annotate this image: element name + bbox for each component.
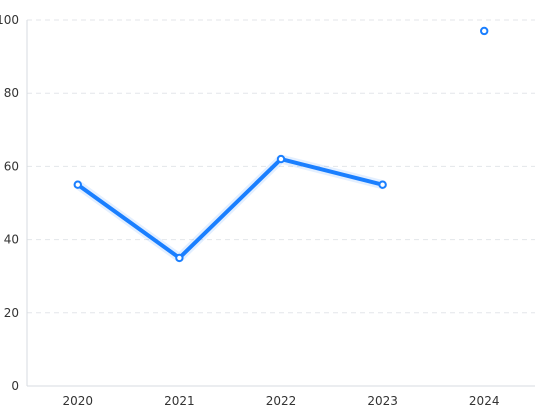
x-axis-ticks: 2020 2021 2022 2023 2024 — [63, 394, 500, 408]
y-tick-label: 40 — [4, 233, 19, 247]
data-point[interactable] — [480, 26, 489, 36]
data-point[interactable] — [378, 180, 387, 189]
series-line-shadow — [78, 31, 484, 258]
y-axis-ticks: 0 20 40 60 80 100 — [0, 13, 19, 393]
y-tick-label: 80 — [4, 86, 19, 100]
data-point[interactable] — [175, 253, 184, 263]
gridlines — [27, 19, 535, 314]
x-tick-label: 2023 — [367, 394, 398, 408]
y-tick-label: 0 — [11, 379, 19, 393]
x-tick-label: 2020 — [63, 394, 94, 408]
y-tick-label: 20 — [4, 306, 19, 320]
x-tick-label: 2021 — [164, 394, 195, 408]
data-point[interactable] — [276, 154, 286, 164]
y-tick-label: 100 — [0, 13, 19, 27]
series — [78, 31, 484, 258]
x-tick-label: 2022 — [266, 394, 297, 408]
y-tick-label: 60 — [4, 159, 19, 173]
data-points — [73, 26, 489, 263]
data-point[interactable] — [73, 180, 83, 189]
x-tick-label: 2024 — [469, 394, 500, 408]
